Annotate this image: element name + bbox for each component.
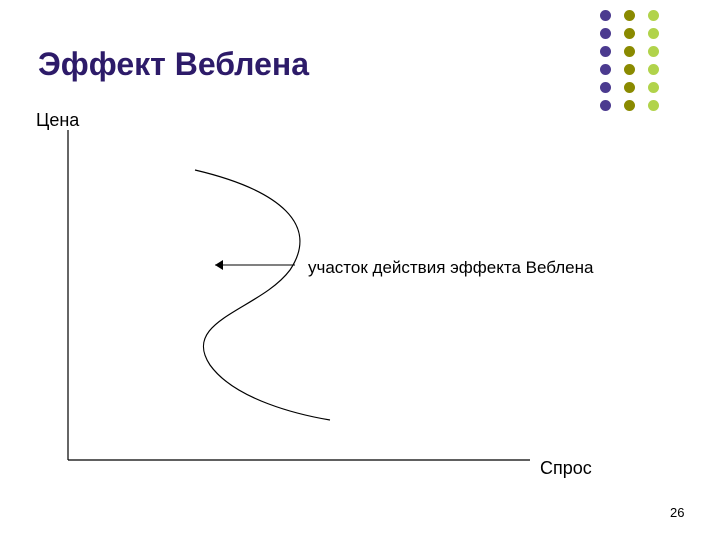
- demand-curve: [195, 170, 330, 420]
- annotation-arrow-head: [215, 260, 223, 270]
- y-axis-label: Цена: [36, 110, 79, 131]
- slide: Эффект Веблена Цена Спрос участок действ…: [0, 0, 720, 540]
- x-axis-label: Спрос: [540, 458, 592, 479]
- annotation-label: участок действия эффекта Веблена: [308, 258, 593, 278]
- page-number: 26: [670, 505, 684, 520]
